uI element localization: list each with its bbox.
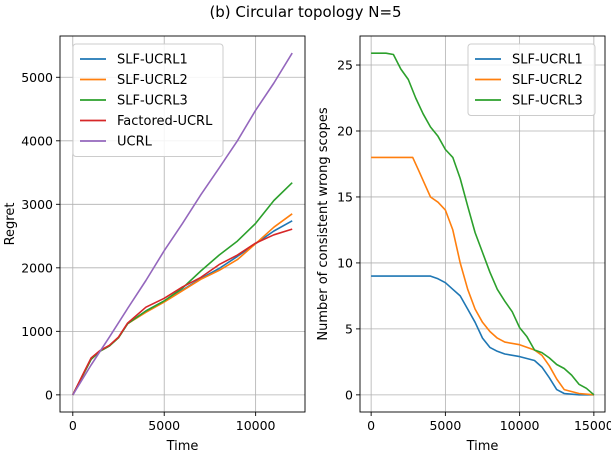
series-line-slf-ucrl1: [371, 275, 594, 396]
y-tick-label: 4000: [21, 133, 53, 148]
x-axis-label: Time: [466, 439, 499, 454]
x-tick-label: 15000: [574, 418, 611, 433]
x-tick-label: 5000: [148, 418, 180, 433]
plot-frame: [59, 35, 306, 413]
legend-entry-label: UCRL: [117, 135, 153, 150]
legend-entry-label: SLF-UCRL2: [117, 73, 188, 88]
x-tick-label: 10000: [236, 418, 276, 433]
y-tick-label: 5: [345, 321, 353, 336]
series-line-slf-ucrl3: [371, 52, 595, 396]
y-tick-label: 15: [337, 189, 353, 204]
y-tick-label: 10: [337, 255, 353, 270]
series-line-factored-ucrl: [72, 228, 293, 396]
legend: SLF-UCRL1 SLF-UCRL2 SLF-UCRL3 Factored-UCRL…: [72, 43, 224, 157]
y-axis-label: Regret: [3, 203, 18, 246]
left-chart-regret: 0 5000 10000 0 1000 2000 3000 4000 5000 Time Regre…: [3, 35, 306, 454]
x-tick-label: 0: [367, 418, 375, 433]
legend-entry-label: SLF-UCRL1: [512, 53, 583, 68]
legend-entry-label: SLF-UCRL3: [512, 94, 583, 109]
legend: SLF-UCRL1 SLF-UCRL2 SLF-UCRL3: [467, 43, 596, 116]
legend-entry-label: Factored-UCRL: [117, 114, 213, 129]
series-line-slf-ucrl1: [72, 220, 293, 396]
y-tick-label: 20: [337, 123, 353, 138]
legend-box: [467, 43, 596, 116]
legend-box: [72, 43, 224, 157]
y-tick-label: 5000: [21, 70, 53, 85]
legend-entry-label: SLF-UCRL2: [512, 73, 583, 88]
plot-frame: [359, 35, 606, 413]
series-line-slf-ucrl2: [371, 156, 594, 396]
y-tick-label: 2000: [21, 260, 53, 275]
x-tick-label: 0: [69, 418, 77, 433]
right-chart-wrong-scopes: 0 5000 10000 15000 0 5 10 15 20 25 Time Number of c…: [316, 35, 611, 454]
series-line-slf-ucrl3: [72, 182, 293, 396]
legend-entry-label: SLF-UCRL1: [117, 53, 188, 68]
y-tick-label: 0: [45, 387, 53, 402]
x-tick-label: 10000: [500, 418, 540, 433]
y-tick-label: 0: [345, 387, 353, 402]
y-tick-label: 25: [337, 58, 353, 73]
x-tick-label: 5000: [429, 418, 461, 433]
y-axis-label: Number of consistent wrong scopes: [316, 107, 331, 340]
y-tick-label: 1000: [21, 324, 53, 339]
figure-title: (b) Circular topology N=5: [209, 3, 401, 21]
y-tick-label: 3000: [21, 197, 53, 212]
series-line-ucrl: [72, 52, 293, 396]
x-axis-label: Time: [166, 439, 199, 454]
legend-entry-label: SLF-UCRL3: [117, 94, 188, 109]
